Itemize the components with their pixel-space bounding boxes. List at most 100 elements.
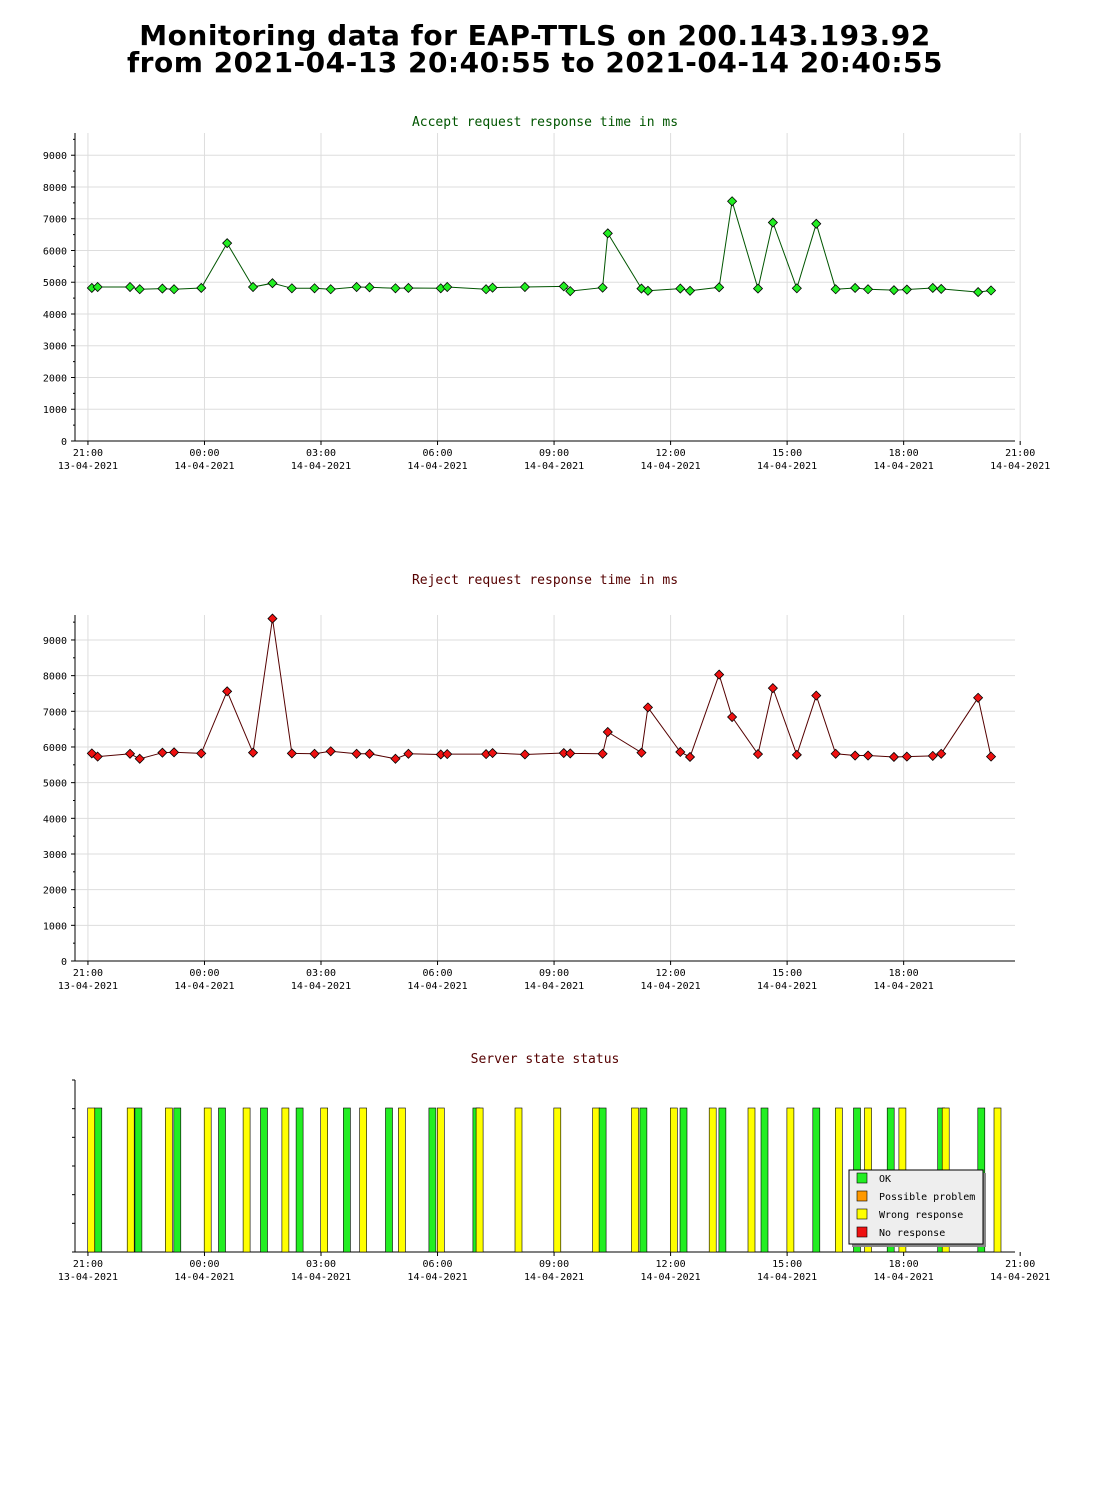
status-bar (598, 1107, 607, 1253)
data-point (752, 283, 764, 294)
x-tick-date: 14-04-2021 (407, 461, 467, 472)
x-tick-date: 14-04-2021 (407, 1272, 467, 1283)
x-tick-label: 06:00 (422, 448, 452, 459)
y-tick-label: 1000 (43, 405, 67, 416)
data-point (985, 751, 997, 762)
data-point (267, 278, 278, 289)
data-point (92, 751, 103, 762)
data-point (222, 686, 233, 697)
x-tick-label: 03:00 (306, 448, 336, 459)
x-tick-date: 14-04-2021 (757, 981, 817, 992)
status-bar (639, 1107, 648, 1253)
y-tick-label: 3000 (43, 850, 67, 861)
status-bar (398, 1107, 406, 1253)
data-point (675, 746, 686, 758)
x-tick-label: 00:00 (189, 1259, 219, 1270)
data-point (684, 285, 696, 296)
y-tick-label: 4000 (43, 814, 67, 825)
data-point (286, 748, 297, 759)
x-tick-label: 12:00 (656, 968, 686, 979)
status-bar (134, 1107, 143, 1253)
data-point (222, 238, 233, 249)
x-tick-date: 14-04-2021 (524, 1272, 584, 1283)
data-point (642, 285, 653, 296)
data-point (936, 748, 947, 759)
chart-title: Reject request response time in ms (412, 573, 678, 588)
status-bar (87, 1107, 95, 1253)
data-point (558, 747, 569, 759)
status-bar (708, 1107, 717, 1253)
data-point (442, 281, 453, 293)
status-bar (428, 1107, 437, 1253)
x-tick-date: 14-04-2021 (524, 981, 584, 992)
status-bar (173, 1107, 182, 1253)
status-bar (475, 1107, 484, 1253)
data-point (727, 711, 738, 723)
x-tick-label: 15:00 (772, 968, 802, 979)
data-point (767, 217, 778, 228)
x-tick-date: 14-04-2021 (174, 1272, 234, 1283)
status-bar (385, 1107, 393, 1253)
y-tick-label: 7000 (43, 215, 67, 226)
data-point (642, 702, 653, 713)
x-tick-date: 14-04-2021 (174, 981, 234, 992)
x-tick-date: 14-04-2021 (291, 461, 351, 472)
data-point (791, 283, 802, 294)
data-point (487, 747, 498, 759)
chart-title: Server state status (471, 1052, 620, 1067)
x-tick-date: 14-04-2021 (291, 981, 351, 992)
y-tick-label: 8000 (43, 183, 67, 194)
server-status-chart: Server state status 21:00 13-04-2021 00:00 1… (58, 1052, 1050, 1283)
status-bar (718, 1107, 727, 1253)
data-point (597, 282, 608, 293)
status-bar (343, 1107, 351, 1253)
y-tick-label: 0 (61, 437, 67, 448)
x-tick-label: 15:00 (772, 448, 802, 459)
y-tick-label: 0 (61, 957, 67, 968)
data-point (157, 283, 168, 294)
x-tick-label: 06:00 (422, 1259, 452, 1270)
status-bar (165, 1107, 173, 1253)
data-point (927, 750, 938, 761)
x-tick-date: 14-04-2021 (640, 461, 700, 472)
status-bar (281, 1107, 290, 1253)
data-point (519, 749, 530, 760)
data-point (558, 281, 569, 292)
status-bar (812, 1107, 821, 1253)
status-bar (514, 1107, 523, 1253)
data-point (403, 748, 414, 759)
legend-label: Possible problem (879, 1192, 975, 1203)
data-point (390, 753, 401, 764)
data-point (888, 751, 900, 763)
x-tick-date: 13-04-2021 (58, 1272, 118, 1283)
data-point (325, 746, 336, 757)
status-bar (835, 1107, 843, 1253)
data-point (364, 748, 375, 759)
data-point (286, 283, 297, 294)
x-tick-label: 21:00 (73, 1259, 103, 1270)
data-point (390, 283, 401, 294)
data-point (196, 748, 207, 759)
x-tick-date: 14-04-2021 (757, 1272, 817, 1283)
data-point (364, 282, 375, 293)
data-point (850, 282, 861, 294)
data-point (309, 283, 320, 294)
status-bar (359, 1107, 367, 1253)
x-tick-date: 14-04-2021 (524, 461, 584, 472)
data-point (519, 281, 530, 293)
x-tick-date: 14-04-2021 (174, 461, 234, 472)
x-tick-label: 03:00 (306, 968, 336, 979)
data-point (752, 749, 764, 760)
data-point (351, 281, 362, 293)
x-tick-date: 14-04-2021 (757, 461, 817, 472)
x-tick-label: 21:00 (1005, 448, 1035, 459)
data-point (927, 282, 938, 294)
legend-swatch (856, 1208, 868, 1220)
status-bar (260, 1107, 268, 1253)
data-point (602, 228, 613, 239)
y-tick-label: 3000 (43, 342, 67, 353)
status-bar (760, 1107, 769, 1253)
legend-label: Wrong response (879, 1210, 963, 1221)
page-title: Monitoring data for EAP-TTLS on 200.143.… (0, 22, 1070, 77)
data-point (791, 749, 802, 760)
